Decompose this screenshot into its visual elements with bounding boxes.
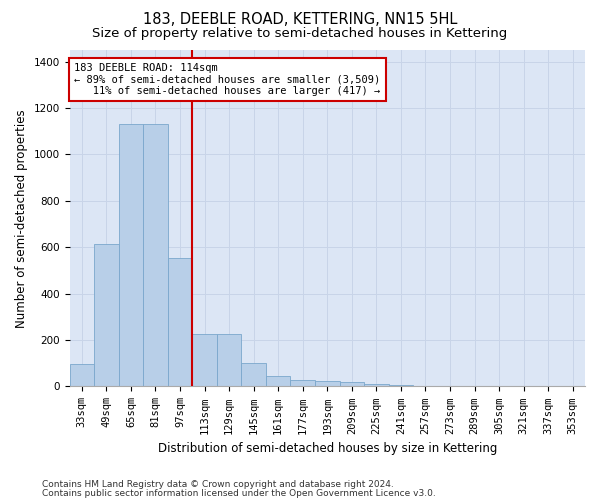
Bar — [94, 244, 119, 386]
Bar — [290, 380, 315, 386]
Y-axis label: Number of semi-detached properties: Number of semi-detached properties — [15, 109, 28, 328]
Bar — [315, 380, 340, 386]
Bar — [70, 364, 94, 386]
X-axis label: Distribution of semi-detached houses by size in Kettering: Distribution of semi-detached houses by … — [158, 442, 497, 455]
Bar — [364, 384, 389, 386]
Bar — [217, 334, 241, 386]
Text: Contains public sector information licensed under the Open Government Licence v3: Contains public sector information licen… — [42, 489, 436, 498]
Text: Contains HM Land Registry data © Crown copyright and database right 2024.: Contains HM Land Registry data © Crown c… — [42, 480, 394, 489]
Bar — [266, 376, 290, 386]
Bar — [192, 334, 217, 386]
Text: 183 DEEBLE ROAD: 114sqm
← 89% of semi-detached houses are smaller (3,509)
   11%: 183 DEEBLE ROAD: 114sqm ← 89% of semi-de… — [74, 63, 380, 96]
Bar — [143, 124, 168, 386]
Bar — [241, 363, 266, 386]
Bar — [340, 382, 364, 386]
Text: 183, DEEBLE ROAD, KETTERING, NN15 5HL: 183, DEEBLE ROAD, KETTERING, NN15 5HL — [143, 12, 457, 28]
Bar — [168, 258, 192, 386]
Bar — [119, 124, 143, 386]
Text: Size of property relative to semi-detached houses in Kettering: Size of property relative to semi-detach… — [92, 28, 508, 40]
Bar — [389, 384, 413, 386]
